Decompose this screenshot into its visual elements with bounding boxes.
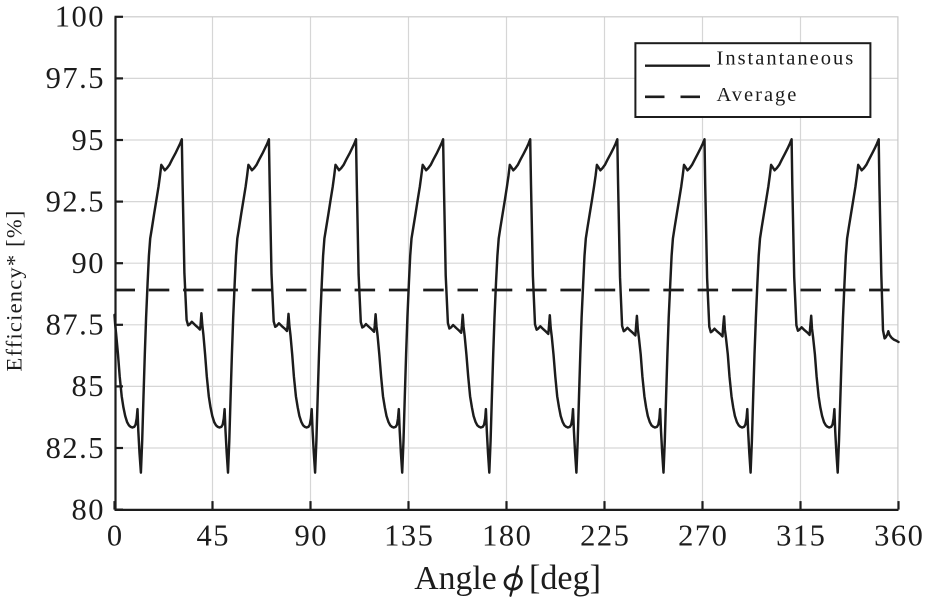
svg-text:80: 80 <box>72 492 106 526</box>
svg-text:85: 85 <box>72 369 106 403</box>
svg-text:0: 0 <box>107 519 124 553</box>
svg-text:92.5: 92.5 <box>46 184 105 218</box>
svg-text:87.5: 87.5 <box>46 308 105 342</box>
svg-text:[deg]: [deg] <box>529 559 601 597</box>
svg-text:Angle: Angle <box>414 560 497 597</box>
svg-text:135: 135 <box>384 519 434 553</box>
svg-text:315: 315 <box>776 519 826 553</box>
svg-text:Instantaneous: Instantaneous <box>717 48 856 70</box>
svg-text:Average: Average <box>717 84 799 106</box>
svg-text:180: 180 <box>482 519 532 553</box>
svg-text:97.5: 97.5 <box>46 61 105 95</box>
svg-text:Efficiency* [%]: Efficiency* [%] <box>2 210 27 372</box>
svg-text:225: 225 <box>580 519 630 553</box>
svg-text:95: 95 <box>72 123 106 157</box>
svg-text:45: 45 <box>196 519 230 553</box>
svg-text:270: 270 <box>678 519 728 553</box>
svg-text:90: 90 <box>72 246 106 280</box>
svg-text:82.5: 82.5 <box>46 431 105 465</box>
svg-text:90: 90 <box>294 519 328 553</box>
svg-text:100: 100 <box>55 0 105 34</box>
svg-text:360: 360 <box>874 519 924 553</box>
